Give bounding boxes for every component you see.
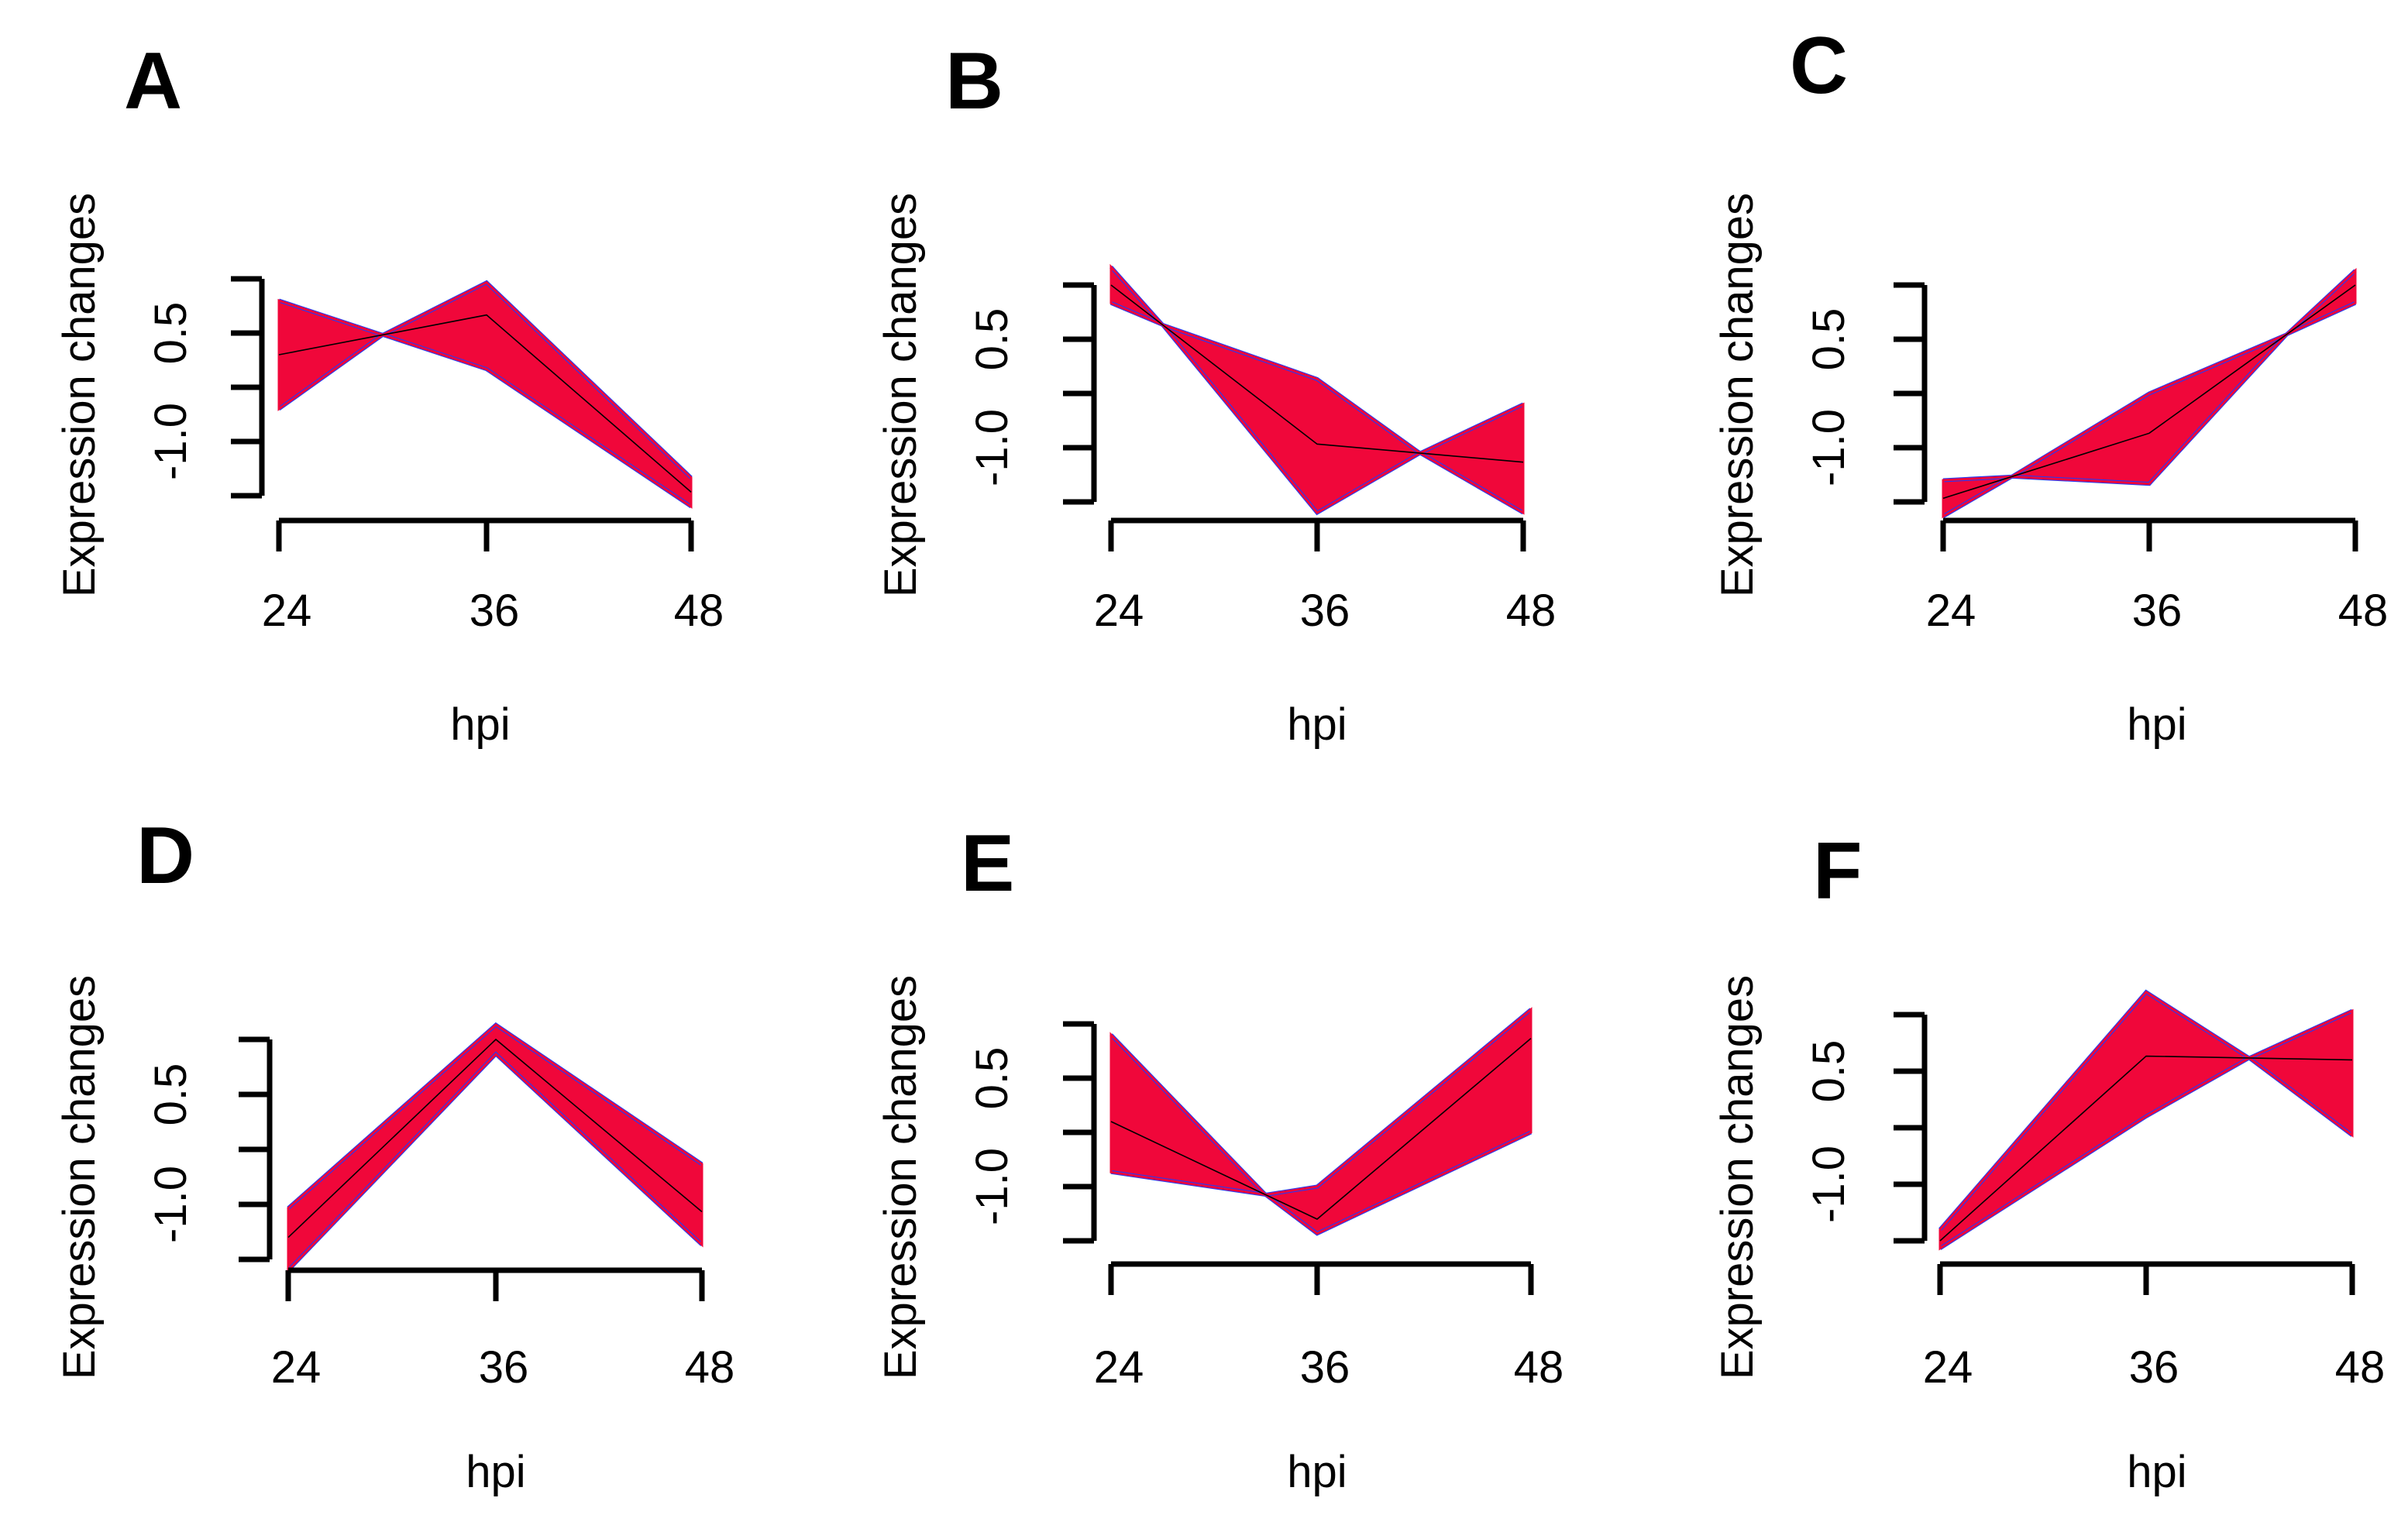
chart-panel-d: 0.5 -1.0 24 36 48 hpi Expression changes D bbox=[54, 811, 734, 1497]
x-tick-label: 48 bbox=[1514, 1342, 1564, 1393]
mean-line bbox=[278, 314, 692, 493]
panel-letter: C bbox=[1790, 21, 1848, 111]
chart-panel-b: 0.5 -1.0 24 36 48 hpi Expression changes B bbox=[875, 36, 1556, 750]
x-tick-label: 24 bbox=[1094, 586, 1144, 636]
panel-letter: D bbox=[136, 811, 194, 901]
band-outline bbox=[1109, 1007, 1533, 1235]
chart-panel-e: 0.5 -1.0 24 36 48 hpi Expression changes E bbox=[875, 819, 1563, 1497]
x-axis-title: hpi bbox=[450, 699, 510, 750]
x-axis-title: hpi bbox=[2127, 1447, 2186, 1497]
x-axis-title: hpi bbox=[1287, 699, 1347, 750]
x-tick-label: 36 bbox=[2129, 1342, 2179, 1393]
band-area-f bbox=[1940, 991, 2352, 1249]
y-axis-title: Expression changes bbox=[54, 193, 105, 597]
band-area-a bbox=[279, 282, 691, 507]
x-tick-label: 24 bbox=[1094, 1342, 1144, 1393]
panel-letter: F bbox=[1813, 826, 1863, 916]
y-tick-label: 0.5 bbox=[1804, 1040, 1854, 1103]
x-tick-label: 36 bbox=[2132, 586, 2183, 636]
chart-panel-c: 0.5 -1.0 24 36 48 hpi Expression changes C bbox=[1712, 21, 2388, 750]
x-tick-label: 48 bbox=[674, 586, 724, 636]
band-outline bbox=[1942, 267, 2357, 519]
x-tick-label: 24 bbox=[1923, 1342, 1973, 1393]
mean-line bbox=[1110, 284, 1524, 463]
x-tick-label: 36 bbox=[1300, 1342, 1350, 1393]
x-tick-label: 36 bbox=[479, 1342, 529, 1393]
y-tick-label: 0.5 bbox=[1804, 308, 1854, 371]
x-axis-title: hpi bbox=[2127, 699, 2186, 750]
band-area-b bbox=[1111, 266, 1523, 513]
y-axis-title: Expression changes bbox=[875, 975, 926, 1379]
mean-line bbox=[1942, 284, 2356, 500]
y-tick-label: 0.5 bbox=[146, 1063, 196, 1126]
y-tick-label: -1.0 bbox=[146, 1166, 196, 1243]
panel-letter: B bbox=[945, 36, 1003, 126]
x-axis-title: hpi bbox=[466, 1447, 525, 1497]
y-tick-label: -1.0 bbox=[967, 1148, 1017, 1225]
mean-line bbox=[287, 1038, 703, 1238]
mean-line bbox=[1110, 1038, 1532, 1220]
band-outline bbox=[277, 280, 693, 509]
x-tick-label: 48 bbox=[2338, 586, 2389, 636]
x-tick-label: 24 bbox=[1926, 586, 1976, 636]
mean-line bbox=[1939, 1055, 2353, 1242]
chart-panel-a: 0.5 -1.0 24 36 48 hpi Expression changes A bbox=[54, 36, 724, 750]
y-tick-label: -1.0 bbox=[967, 409, 1017, 486]
y-tick-label: -1.0 bbox=[146, 403, 196, 480]
y-axis-title: Expression changes bbox=[54, 975, 105, 1379]
x-tick-label: 48 bbox=[1506, 586, 1557, 636]
panel-letter: E bbox=[961, 819, 1014, 909]
band-outline bbox=[1938, 990, 2354, 1251]
band-area-d bbox=[288, 1025, 702, 1271]
chart-panel-f: 0.5 -1.0 24 36 48 hpi Expression changes F bbox=[1712, 826, 2385, 1497]
panel-letter: A bbox=[124, 36, 182, 126]
y-tick-label: -1.0 bbox=[1804, 1146, 1854, 1223]
band-area-e bbox=[1111, 1009, 1531, 1234]
x-axis-title: hpi bbox=[1287, 1447, 1347, 1497]
x-tick-label: 36 bbox=[1300, 586, 1350, 636]
x-tick-label: 36 bbox=[470, 586, 520, 636]
x-tick-label: 24 bbox=[271, 1342, 322, 1393]
y-axis-title: Expression changes bbox=[1712, 975, 1763, 1379]
band-outline bbox=[1109, 263, 1525, 515]
y-tick-label: 0.5 bbox=[967, 1047, 1017, 1110]
y-axis-title: Expression changes bbox=[1712, 193, 1763, 597]
y-tick-label: -1.0 bbox=[1804, 409, 1854, 486]
x-tick-label: 24 bbox=[262, 586, 312, 636]
x-tick-label: 48 bbox=[685, 1342, 735, 1393]
y-axis-title: Expression changes bbox=[875, 193, 926, 597]
y-tick-label: 0.5 bbox=[146, 302, 196, 365]
x-tick-label: 48 bbox=[2335, 1342, 2386, 1393]
y-tick-label: 0.5 bbox=[967, 308, 1017, 371]
